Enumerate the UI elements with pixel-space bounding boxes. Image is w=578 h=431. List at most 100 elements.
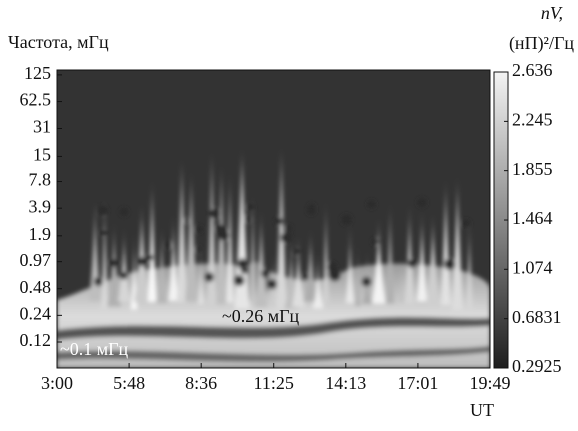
y-axis-label: Частота, мГц: [8, 32, 109, 52]
dot: [341, 214, 352, 226]
dot: [240, 267, 248, 275]
spike: [322, 200, 330, 303]
colorbar-tick-label: 1.855: [512, 159, 553, 179]
dot: [307, 206, 316, 215]
dot: [367, 200, 376, 209]
annotation: ~0.1 мГц: [60, 339, 129, 359]
colorbar-tick-label: 1.074: [512, 257, 553, 277]
dot: [371, 238, 380, 246]
colorbar-tick-label: 0.6831: [512, 307, 562, 327]
spike: [226, 173, 234, 303]
dot: [302, 273, 310, 280]
spike: [133, 206, 150, 302]
dot: [291, 247, 300, 257]
dot: [285, 225, 292, 232]
colorbar-tick-label: 2.636: [512, 60, 553, 80]
dot: [93, 277, 103, 287]
dot: [237, 258, 248, 270]
dot: [137, 256, 148, 267]
stripe: [57, 346, 490, 362]
y-tick-label: 3.9: [29, 196, 52, 216]
colorbar-label-top: nV,: [541, 3, 563, 23]
annotation: ~0.26 мГц: [222, 306, 300, 326]
x-tick-label: 14:13: [325, 373, 366, 393]
dot: [164, 240, 172, 249]
dot: [243, 214, 253, 224]
colorbar-tick-label: 0.2925: [512, 356, 562, 376]
dot: [109, 258, 118, 268]
spike: [372, 219, 386, 304]
stripe: [57, 316, 490, 340]
x-tick-label: 19:49: [469, 373, 510, 393]
dot: [247, 203, 255, 211]
spike: [399, 252, 406, 302]
spike: [249, 194, 256, 304]
y-tick-label: 7.8: [29, 170, 52, 190]
spectrogram-image: [57, 147, 490, 368]
dot: [119, 207, 129, 217]
spike: [451, 177, 464, 310]
spike: [404, 205, 415, 304]
dot: [146, 254, 154, 262]
spike: [385, 202, 395, 304]
dot: [233, 275, 245, 286]
x-tick-label: 8:36: [185, 373, 217, 393]
spike: [197, 244, 205, 305]
dot: [326, 262, 337, 273]
dot: [119, 271, 128, 280]
dot: [267, 279, 278, 290]
spike: [147, 181, 157, 302]
spike: [117, 228, 131, 302]
spike: [303, 229, 318, 302]
dot: [100, 229, 108, 237]
dot: [183, 217, 190, 224]
y-tick-label: 62.5: [20, 90, 52, 110]
colorbar-tick-label: 1.464: [512, 208, 553, 228]
dot: [215, 223, 225, 234]
spike: [440, 180, 451, 305]
dot: [407, 258, 417, 268]
y-tick-label: 0.48: [20, 277, 52, 297]
y-tick-label: 0.97: [20, 250, 52, 270]
dot: [329, 269, 341, 282]
spike: [254, 211, 268, 308]
spike: [345, 227, 355, 303]
dot: [462, 219, 471, 228]
spectrogram: [57, 70, 490, 368]
spike: [207, 150, 217, 305]
dot: [195, 225, 203, 234]
y-tick-label: 1.9: [29, 224, 52, 244]
y-tick-label: 15: [33, 145, 51, 165]
y-tick-label: 0.24: [20, 303, 52, 323]
dot: [280, 232, 292, 244]
x-tick-label: 3:00: [41, 373, 73, 393]
spike: [101, 199, 109, 309]
dot: [194, 246, 202, 254]
spike: [276, 147, 287, 309]
spike: [291, 237, 305, 307]
dot: [97, 205, 108, 217]
dot: [361, 276, 372, 287]
y-tick-label: 0.12: [20, 330, 52, 350]
dot: [204, 272, 214, 282]
dot: [417, 197, 427, 208]
spike: [354, 245, 361, 307]
spike: [312, 251, 324, 309]
spike: [176, 158, 188, 303]
x-tick-label: 17:01: [397, 373, 438, 393]
spike: [425, 215, 441, 307]
spike: [184, 172, 198, 302]
dot: [209, 207, 221, 220]
dot: [261, 269, 270, 278]
spike: [168, 216, 179, 301]
x-axis-label: UT: [470, 400, 494, 420]
spike: [416, 212, 428, 302]
y-tick-label: 125: [24, 63, 51, 83]
y-tick-label: 31: [33, 117, 51, 137]
dot: [443, 258, 456, 270]
spike: [89, 201, 101, 302]
x-tick-label: 11:25: [254, 373, 294, 393]
colorbar-tick-label: 2.245: [512, 110, 553, 130]
